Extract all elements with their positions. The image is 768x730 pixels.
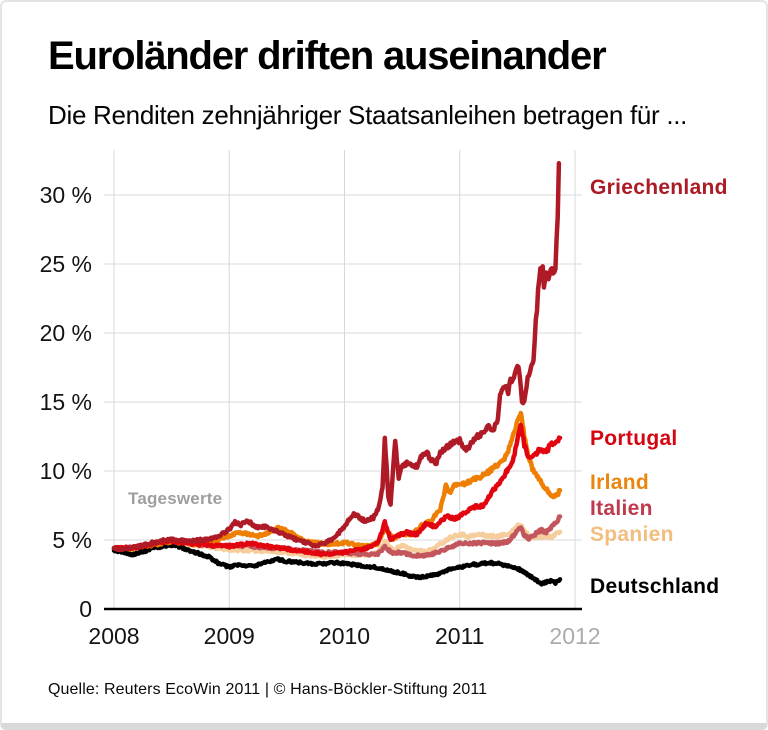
legend-label-spanien: Spanien: [590, 523, 674, 546]
x-tick-label: 2011: [435, 623, 485, 649]
x-tick-label: 2012: [549, 623, 601, 649]
legend-label-portugal: Portugal: [590, 427, 678, 450]
page-subtitle: Die Renditen zehnjähriger Staatsanleihen…: [48, 100, 688, 130]
source-credit: Quelle: Reuters EcoWin 2011 | © Hans-Böc…: [48, 681, 488, 698]
frequency-note: Tageswerte: [128, 489, 223, 508]
y-tick-label: 20 %: [39, 320, 92, 346]
y-tick-label: 0: [79, 596, 92, 622]
x-tick-label: 2008: [88, 623, 140, 649]
legend-label-italien: Italien: [590, 497, 653, 520]
x-tick-label: 2010: [318, 623, 371, 649]
legend-label-deutschland: Deutschland: [590, 575, 720, 598]
y-tick-label: 15 %: [39, 389, 92, 415]
series-line-deutschland: [111, 541, 563, 587]
series-line-griechenland: [111, 161, 562, 553]
y-tick-label: 25 %: [39, 251, 92, 277]
legend-label-irland: Irland: [590, 471, 649, 494]
series-line-irland: [111, 410, 563, 553]
y-tick-label: 30 %: [39, 182, 92, 208]
y-tick-label: 10 %: [39, 458, 92, 484]
page-title: Euroländer driften auseinander: [48, 34, 607, 78]
legend-label-griechenland: Griechenland: [590, 176, 728, 199]
x-tick-label: 2009: [203, 623, 255, 649]
y-tick-label: 5 %: [52, 527, 92, 553]
